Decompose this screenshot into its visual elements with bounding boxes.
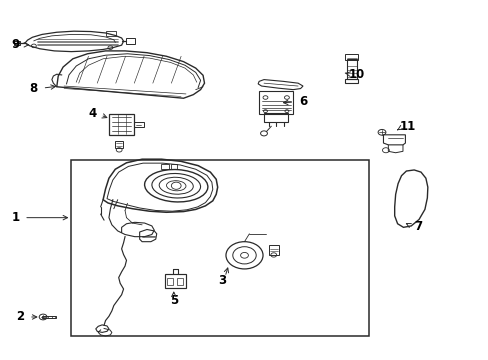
- Text: 1: 1: [11, 211, 20, 224]
- Text: 8: 8: [30, 82, 38, 95]
- Bar: [346, 59, 356, 79]
- Bar: [105, 31, 116, 36]
- Bar: [167, 278, 173, 285]
- Text: 2: 2: [16, 310, 24, 324]
- Text: 5: 5: [169, 294, 178, 307]
- Text: 10: 10: [348, 68, 364, 81]
- Bar: [171, 164, 177, 168]
- Text: 9: 9: [11, 38, 20, 51]
- Bar: [345, 78, 357, 83]
- Bar: [160, 164, 169, 168]
- Bar: [134, 122, 143, 127]
- Bar: [259, 91, 293, 114]
- Bar: [126, 39, 135, 44]
- Text: 4: 4: [88, 107, 96, 120]
- Text: 7: 7: [413, 220, 421, 233]
- Bar: [345, 54, 357, 60]
- Bar: [71, 160, 368, 336]
- Bar: [115, 141, 123, 148]
- Bar: [41, 316, 56, 319]
- Bar: [264, 113, 288, 122]
- Bar: [164, 274, 185, 288]
- Bar: [268, 245, 278, 255]
- Text: 11: 11: [399, 121, 415, 134]
- Bar: [109, 114, 134, 135]
- Bar: [177, 278, 183, 285]
- Text: 3: 3: [218, 274, 226, 287]
- Bar: [14, 41, 20, 45]
- Text: 6: 6: [298, 95, 306, 108]
